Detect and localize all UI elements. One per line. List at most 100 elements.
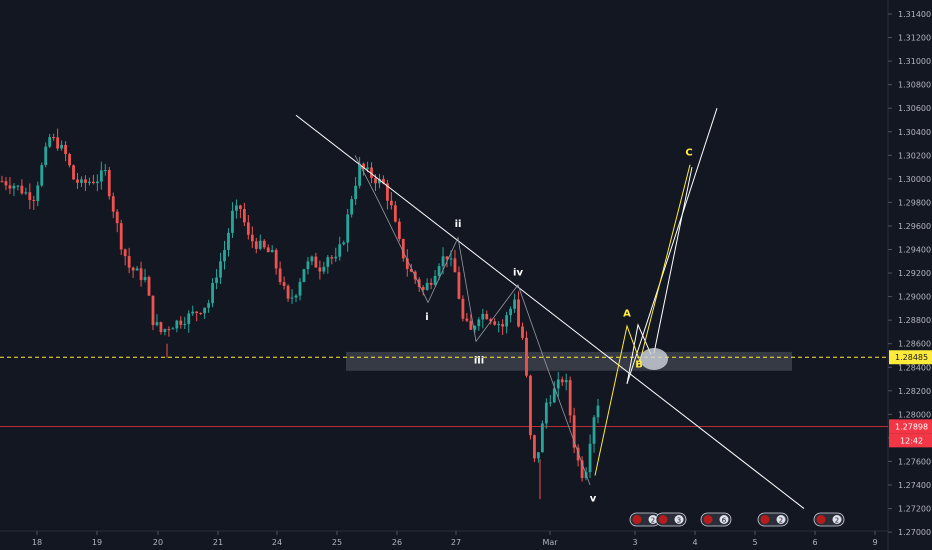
- countdown-tag: [889, 433, 932, 448]
- candle-body: [592, 417, 596, 444]
- candle-body: [123, 249, 127, 257]
- candle-body: [250, 234, 254, 242]
- support-zone[interactable]: [346, 351, 792, 371]
- candle-body: [84, 179, 87, 184]
- candle-body: [540, 423, 544, 453]
- candle-body: [40, 165, 44, 186]
- candle-body: [215, 277, 218, 283]
- candle-body: [80, 179, 83, 183]
- candle-body: [505, 315, 509, 327]
- price-tick-label: 1.30400: [898, 128, 931, 137]
- candle-body: [286, 285, 290, 299]
- time-tick-label: 27: [451, 538, 461, 547]
- candle-body: [227, 232, 230, 250]
- candle-body: [239, 205, 242, 209]
- candle-body: [342, 242, 346, 245]
- economic-event-badge[interactable]: 2: [813, 512, 845, 527]
- price-tick-label: 1.30800: [898, 81, 931, 90]
- candle-body: [56, 137, 60, 149]
- candle-body: [242, 208, 246, 223]
- candle-body: [560, 379, 564, 383]
- candle-body: [552, 388, 556, 403]
- price-tick-label: 1.29000: [898, 293, 931, 302]
- candle-body: [68, 154, 71, 166]
- candle-body: [318, 267, 322, 272]
- candle-body: [564, 380, 568, 383]
- time-axis[interactable]: 18 19 20 21 24 25 26 27 Mar 3 4 5 6 9: [32, 531, 878, 547]
- event-count: 6: [722, 517, 727, 525]
- candle-body: [370, 167, 373, 178]
- candle-body: [437, 266, 441, 276]
- candle-body: [258, 240, 262, 249]
- wave-label-ii: ii: [455, 219, 462, 230]
- candle-body: [72, 165, 75, 180]
- projection-channel-line[interactable]: [626, 108, 718, 384]
- target-highlight-circle[interactable]: [640, 348, 668, 371]
- price-label-tag: [889, 419, 932, 434]
- candle-body: [32, 200, 36, 202]
- candle-body: [203, 307, 207, 314]
- candle-body: [517, 299, 520, 327]
- candle-body: [219, 261, 222, 278]
- candle-body: [167, 329, 171, 331]
- time-tick-label: Mar: [542, 538, 558, 547]
- candle-body: [537, 452, 540, 459]
- projection-channel-line[interactable]: [653, 166, 693, 354]
- candle-body: [469, 320, 473, 330]
- abc-projection-path[interactable]: [594, 164, 691, 476]
- candle-body: [183, 323, 187, 325]
- economic-event-badge[interactable]: 2: [757, 512, 789, 527]
- time-tick-label: 18: [32, 538, 42, 547]
- candle-body: [246, 222, 250, 235]
- candle-body: [572, 415, 576, 448]
- price-tick-label: 1.30200: [898, 151, 931, 160]
- candle-body: [12, 185, 16, 189]
- candle-body: [310, 256, 314, 262]
- candle-body: [111, 196, 115, 212]
- candle-body: [386, 183, 389, 201]
- price-tick-label: 1.27000: [898, 528, 931, 537]
- event-count: 2: [779, 517, 783, 525]
- flag-icon: [760, 515, 770, 524]
- price-tick-label: 1.27600: [898, 457, 931, 466]
- candle-body: [362, 163, 365, 170]
- economic-event-badge[interactable]: 2: [629, 512, 661, 527]
- candle-body: [314, 256, 318, 268]
- time-tick-label: 26: [392, 538, 402, 547]
- candle-body: [195, 311, 199, 313]
- candle-body: [254, 241, 258, 249]
- candle-body: [425, 282, 429, 290]
- price-tick-label: 1.28800: [898, 316, 931, 325]
- candle-body: [481, 313, 485, 320]
- time-tick-label: 4: [692, 538, 697, 547]
- event-count: 2: [651, 517, 655, 525]
- candle-body: [131, 267, 135, 271]
- projection-white-path[interactable]: [626, 323, 652, 384]
- candle-body: [548, 402, 552, 404]
- economic-event-badge[interactable]: 3: [655, 512, 687, 527]
- candle-body: [441, 256, 445, 267]
- candle-body: [533, 435, 536, 459]
- candle-body: [28, 192, 32, 201]
- candle-body: [4, 181, 8, 186]
- candle-body: [171, 328, 175, 330]
- candle-body: [88, 181, 91, 184]
- candle-body: [556, 379, 560, 389]
- candle-body: [330, 257, 334, 259]
- candle-body: [115, 211, 119, 224]
- candle-body: [596, 405, 600, 418]
- price-label-text: 1.27898: [895, 422, 928, 431]
- candle-body: [489, 319, 493, 322]
- wave-label-i: i: [425, 312, 428, 323]
- economic-event-badge[interactable]: 6: [700, 512, 732, 527]
- candle-body: [346, 214, 350, 243]
- candle-body: [270, 249, 274, 253]
- candle-body: [44, 146, 48, 166]
- price-tick-label: 1.30600: [898, 104, 931, 113]
- candle-body: [36, 185, 40, 201]
- candle-body: [60, 144, 63, 149]
- trend-line[interactable]: [295, 114, 805, 509]
- elliott-wave-path[interactable]: [354, 155, 591, 486]
